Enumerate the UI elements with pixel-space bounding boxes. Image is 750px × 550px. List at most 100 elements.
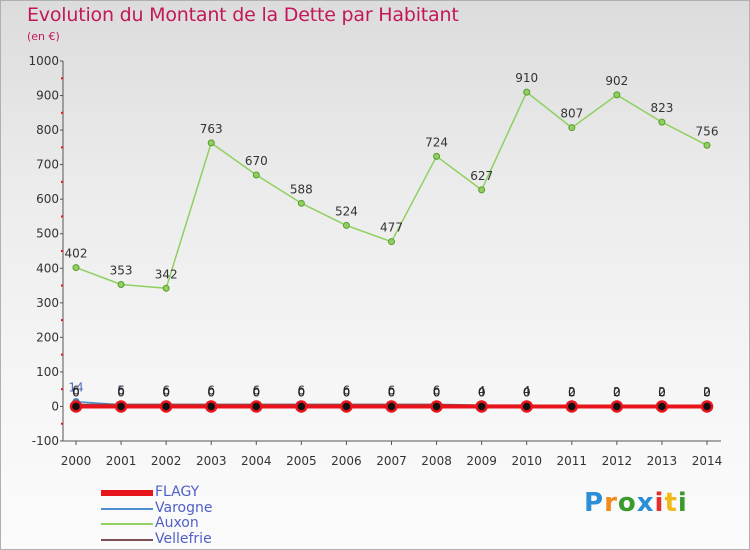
data-label-varogne: 0: [433, 385, 441, 399]
data-label-vellefrie: 6: [207, 383, 215, 397]
data-label-auxon: 910: [515, 71, 538, 85]
data-point-auxon: [433, 152, 441, 160]
x-tick-label: 2007: [376, 454, 407, 468]
legend-label-flagy: FLAGY: [155, 484, 200, 500]
x-tick-label: 2006: [331, 454, 362, 468]
data-point-flagy: [114, 400, 128, 413]
data-label-auxon: 823: [650, 101, 673, 115]
data-label-auxon: 402: [65, 247, 88, 261]
data-label-vellefrie: 6: [72, 383, 80, 397]
data-label-auxon: 756: [696, 124, 719, 138]
data-label-auxon: 902: [605, 74, 628, 88]
y-minor-tick: [61, 215, 63, 218]
x-tick-label: 2014: [692, 454, 723, 468]
x-tick-label: 2009: [466, 454, 497, 468]
x-tick-label: 2011: [557, 454, 588, 468]
data-point-auxon: [297, 199, 305, 207]
data-label-flagy: 0: [703, 385, 711, 399]
logo-letter: r: [604, 488, 618, 518]
y-minor-tick: [61, 111, 63, 114]
data-label-flagy: 0: [433, 385, 441, 399]
x-tick-label: 2000: [61, 454, 92, 468]
x-tick-label: 2001: [106, 454, 137, 468]
data-label-auxon: 724: [425, 135, 448, 149]
data-label-flagy: 0: [207, 385, 215, 399]
y-minor-tick: [61, 146, 63, 149]
data-point-flagy: [69, 400, 83, 413]
data-label-varogne: 0: [388, 385, 396, 399]
data-label-vellefrie: 6: [162, 383, 170, 397]
y-tick-label: -100: [32, 434, 59, 448]
data-point-flagy: [340, 400, 353, 413]
data-label-varogne: 0: [162, 385, 170, 399]
y-tick-label: 100: [36, 365, 59, 379]
data-label-flagy: 0: [117, 385, 125, 399]
y-tick-label: 700: [36, 158, 59, 172]
data-label-vellefrie: 6: [298, 383, 306, 397]
data-label-flagy: 0: [298, 385, 306, 399]
data-label-auxon: 763: [200, 122, 223, 136]
data-point-auxon: [342, 221, 350, 229]
logo-letter: x: [636, 488, 655, 518]
logo-letter: o: [617, 488, 637, 518]
data-label-flagy: 0: [568, 385, 576, 399]
data-point-auxon: [117, 281, 125, 289]
y-tick-label: 400: [36, 261, 59, 275]
logo-letter: t: [664, 488, 678, 518]
data-point-flagy: [700, 400, 714, 413]
data-label-vellefrie: 2: [658, 385, 666, 399]
data-label-vellefrie: 6: [388, 383, 396, 397]
data-label-varogne: 14: [68, 381, 83, 395]
data-point-flagy: [520, 400, 533, 413]
data-point-auxon: [207, 139, 215, 147]
data-label-flagy: 0: [478, 385, 486, 399]
data-point-flagy: [385, 400, 398, 413]
x-tick-label: 2012: [602, 454, 633, 468]
data-point-auxon: [658, 118, 666, 126]
data-label-vellefrie: 6: [343, 383, 351, 397]
legend-label-auxon: Auxon: [155, 515, 199, 531]
data-label-flagy: 0: [523, 385, 531, 399]
data-label-auxon: 627: [470, 169, 493, 183]
data-point-auxon: [703, 141, 711, 149]
data-point-flagy: [295, 400, 308, 413]
data-label-flagy: 0: [343, 385, 351, 399]
data-label-flagy: 0: [252, 385, 260, 399]
y-tick-label: 0: [51, 399, 59, 413]
y-tick-label: 500: [36, 227, 59, 241]
data-label-varogne: 0: [703, 385, 711, 399]
legend-swatch-auxon: [101, 523, 153, 525]
data-point-auxon: [72, 264, 80, 272]
y-minor-tick: [61, 353, 63, 356]
data-label-flagy: 0: [162, 385, 170, 399]
data-point-flagy: [204, 400, 218, 413]
data-point-flagy: [610, 400, 624, 413]
data-point-flagy: [565, 400, 579, 413]
data-label-vellefrie: 6: [252, 383, 260, 397]
data-point-flagy: [475, 400, 488, 413]
line-chart: -100010020030040050060070080090010002000…: [28, 54, 722, 468]
data-label-vellefrie: 2: [568, 385, 576, 399]
y-minor-tick: [61, 422, 63, 425]
y-tick-label: 300: [36, 296, 59, 310]
legend-label-varogne: Varogne: [155, 499, 213, 516]
series-line-auxon: [75, 91, 708, 290]
chart-axes: -100010020030040050060070080090010002000…: [28, 54, 722, 468]
data-label-vellefrie: 4: [478, 384, 486, 398]
data-point-flagy: [250, 400, 263, 413]
data-label-auxon: 353: [110, 264, 133, 278]
data-label-varogne: 0: [523, 385, 531, 399]
data-label-auxon: 670: [245, 154, 268, 168]
data-point-auxon: [568, 124, 576, 132]
data-label-vellefrie: 2: [613, 385, 621, 399]
x-tick-label: 2004: [241, 454, 272, 468]
data-point-flagy: [655, 400, 669, 413]
data-label-vellefrie: 6: [433, 383, 441, 397]
legend-swatch-vellefrie: [101, 538, 153, 541]
y-minor-tick: [61, 388, 63, 391]
data-label-varogne: 0: [568, 385, 576, 399]
data-point-flagy: [159, 400, 173, 413]
data-point-auxon: [252, 171, 260, 179]
